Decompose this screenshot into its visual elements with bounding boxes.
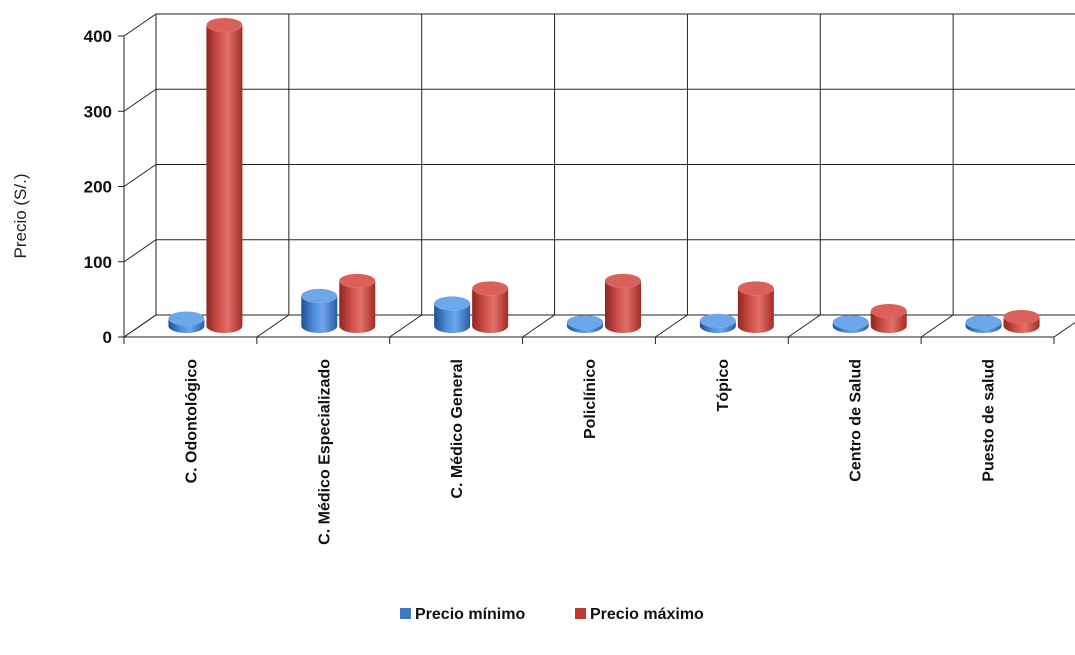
bar-min [567,315,603,333]
legend-label: Precio máximo [590,606,704,623]
bar-body [206,25,243,333]
gridline-side [123,13,157,37]
bar-top [339,273,376,288]
gridline-side [123,239,157,263]
legend-swatch [575,608,586,619]
bar-top [567,315,603,330]
y-tick-label: 0 [103,328,112,347]
bar-max [472,281,509,333]
floor-divider [920,314,954,338]
bar-top [605,273,641,288]
bar-body [168,318,205,333]
floor-divider [123,314,157,338]
axes-layer: 0 100 200 300 400 [84,13,1075,347]
bar-top [1003,309,1040,324]
bar-body [339,280,376,333]
floor-divider [655,314,688,338]
bar-top [434,296,471,311]
floor-divider [788,314,821,338]
bar-min [168,311,205,333]
x-category-label: Tópico [715,359,732,412]
y-tick-label: 200 [84,178,112,197]
x-category-label: C. Médico General [449,359,466,499]
x-category-label: C. Odontológico [183,359,200,484]
floor-divider [1053,321,1075,338]
bar-body [301,295,338,333]
y-axis-label: Precio (S/.) [11,173,30,258]
legend: Precio mínimo Precio máximo [400,606,704,623]
bar-max [870,303,907,333]
bar-min [699,313,736,333]
y-tick-label: 100 [84,253,112,272]
labels-layer: C. Odontológico C. Médico Especializado C.… [183,359,997,545]
bar-min [434,296,471,333]
bar-body [472,288,509,333]
bar-max [206,18,243,333]
bar-top [301,288,338,303]
bar-top [472,281,509,296]
x-category-label: Policlínico [582,359,599,439]
legend-swatch [400,608,411,619]
floor-divider [522,314,555,338]
bar-top [965,315,1002,330]
bar-top [832,315,869,330]
y-tick-label: 400 [84,27,112,46]
floor-divider [389,314,422,338]
bar-body [737,288,774,333]
bar-body [965,322,1002,333]
bar-body [434,303,471,333]
x-category-label: C. Médico Especializado [316,359,333,545]
bar-max [737,281,774,333]
bar-top [168,311,205,326]
bar-max [1003,309,1040,333]
bar-body [1003,316,1040,333]
bar-body [567,322,603,333]
bar-body [699,320,736,333]
y-tick-label: 300 [84,102,112,121]
gridline-side [123,88,157,112]
bar-top [737,281,774,296]
floor-divider [256,314,290,338]
bar-max [339,273,376,333]
gridline-side [123,164,157,187]
bar-min [832,315,869,333]
bar-top [870,303,907,318]
bar-body [605,280,641,333]
bar-body [832,322,869,333]
bar-top [206,18,243,32]
bar-min [301,288,338,333]
bar-min [965,315,1002,333]
bar-max [605,273,641,333]
x-category-label: Centro de Salud [848,359,865,482]
bar-top [699,313,736,328]
x-category-label: Puesto de salud [981,359,998,482]
bar-body [870,310,907,333]
bars-layer [168,18,1040,333]
legend-label: Precio mínimo [415,606,525,623]
